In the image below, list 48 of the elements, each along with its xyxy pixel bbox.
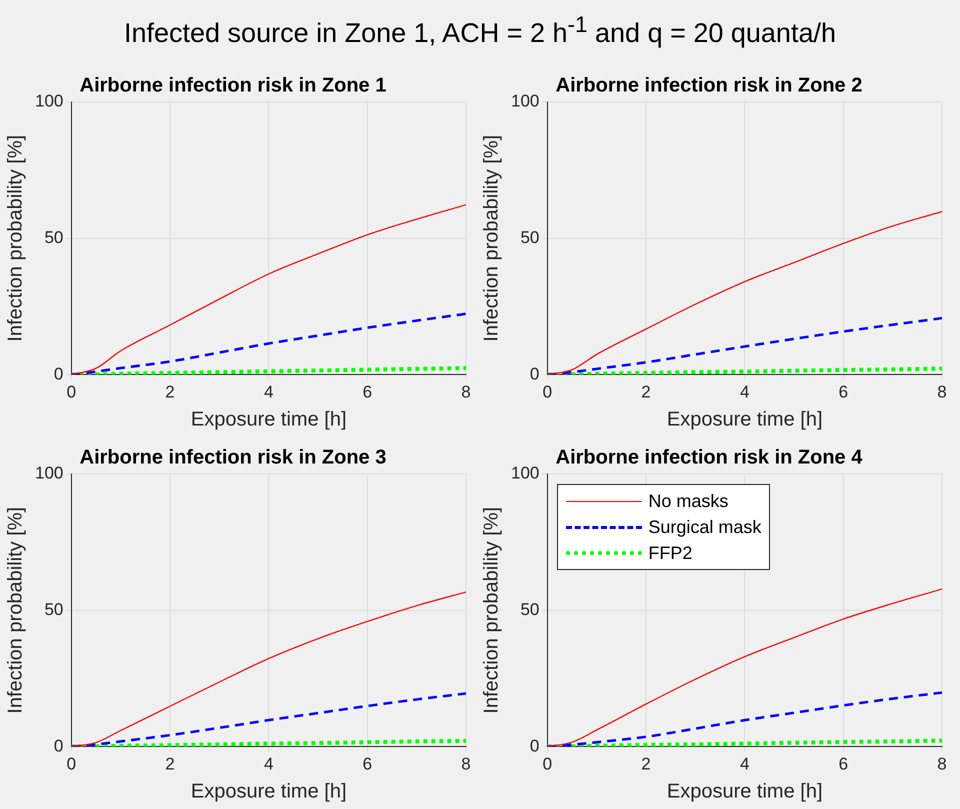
x-axis-title: Exposure time [h]	[190, 408, 346, 431]
x-tick-label: 8	[461, 754, 471, 774]
x-tick-label: 2	[165, 754, 175, 774]
x-axis-title: Exposure time [h]	[666, 780, 822, 803]
y-tick-label: 50	[520, 600, 540, 619]
x-tick-label: 2	[641, 382, 651, 402]
y-tick-label: 100	[510, 92, 540, 111]
y-tick-label: 50	[44, 600, 64, 619]
chart-title: Airborne infection risk in Zone 3	[80, 446, 386, 469]
x-tick-label: 0	[66, 382, 76, 402]
x-tick-label: 4	[264, 754, 274, 774]
text: Infected source in Zone 1, ACH = 2 h$^{-1}$ and q = 20 quanta/h	[122, 12, 837, 49]
x-tick-label: 8	[461, 382, 471, 402]
y-tick-label: 100	[510, 464, 540, 483]
legend-label: No masks	[648, 490, 728, 512]
x-tick-label: 4	[264, 382, 274, 402]
x-axis-title: Exposure time [h]	[666, 408, 822, 431]
y-axis-title: Infection probability [%]	[480, 134, 503, 342]
legend-label: FFP2	[648, 542, 692, 564]
x-tick-label: 8	[937, 382, 947, 402]
y-tick-label: 100	[34, 464, 64, 483]
y-tick-label: 50	[520, 228, 540, 247]
x-tick-label: 4	[740, 754, 750, 774]
y-tick-label: 100	[34, 92, 64, 111]
x-tick-label: 6	[362, 754, 372, 774]
chart-title: Airborne infection risk in Zone 2	[556, 74, 862, 97]
chart-title: Airborne infection risk in Zone 1	[80, 74, 386, 97]
x-tick-label: 2	[641, 754, 651, 774]
x-axis-title: Exposure time [h]	[190, 780, 346, 803]
y-axis-title: Infection probability [%]	[4, 506, 27, 714]
y-tick-label: 50	[44, 228, 64, 247]
x-tick-label: 0	[66, 754, 76, 774]
y-tick-label: 0	[54, 364, 64, 384]
y-tick-label: 0	[530, 364, 540, 384]
y-axis-title: Infection probability [%]	[4, 134, 27, 342]
x-tick-label: 8	[937, 754, 947, 774]
y-tick-label: 0	[54, 736, 64, 756]
chart-title: Airborne infection risk in Zone 4	[556, 446, 864, 469]
x-tick-label: 6	[838, 754, 848, 774]
x-tick-label: 0	[542, 754, 552, 774]
x-tick-label: 4	[740, 382, 750, 402]
y-axis-title: Infection probability [%]	[480, 506, 503, 714]
x-tick-label: 0	[542, 382, 552, 402]
legend-label: Surgical mask	[648, 516, 762, 538]
y-tick-label: 0	[530, 736, 540, 756]
x-tick-label: 6	[362, 382, 372, 402]
x-tick-label: 2	[165, 382, 175, 402]
x-tick-label: 6	[838, 382, 848, 402]
